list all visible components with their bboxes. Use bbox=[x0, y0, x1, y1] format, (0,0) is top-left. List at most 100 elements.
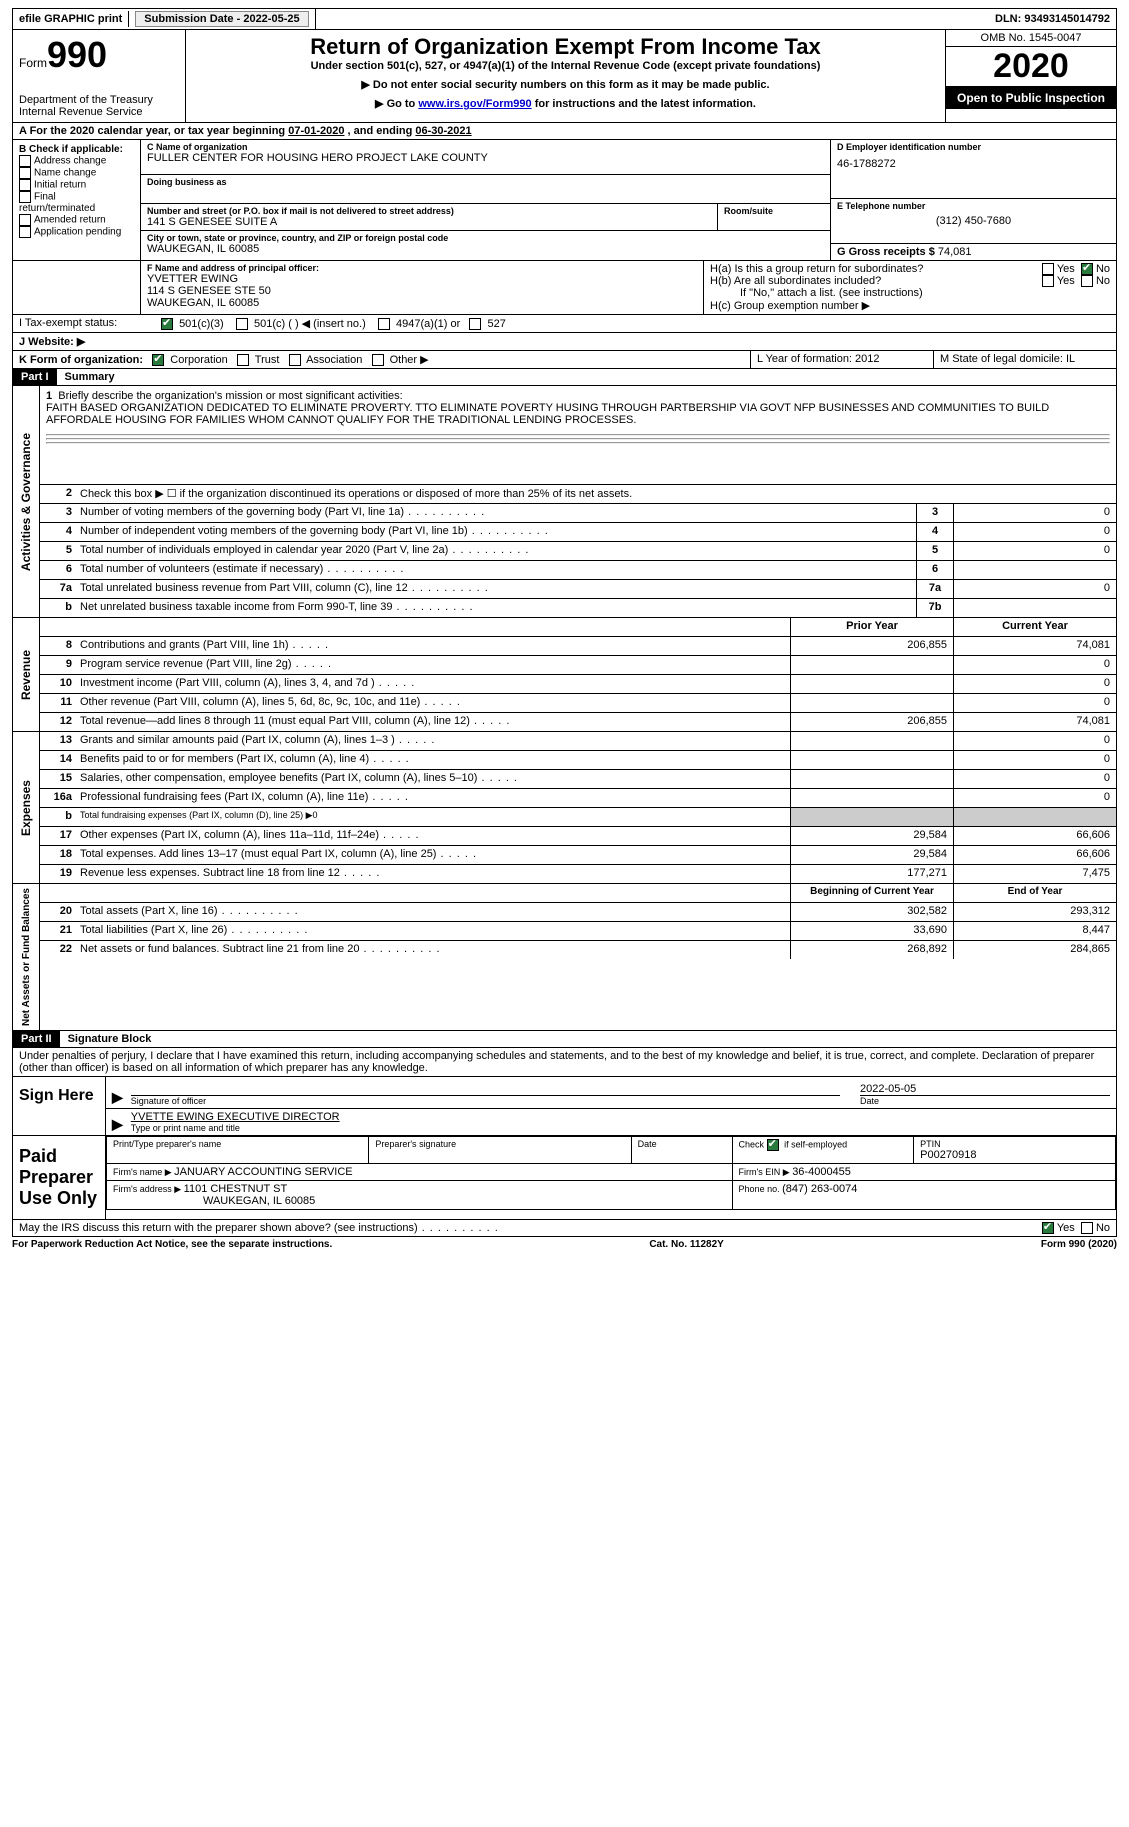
cb-501c3[interactable] bbox=[161, 318, 173, 330]
tax-year: 2020 bbox=[946, 47, 1116, 87]
gov-vlabel: Activities & Governance bbox=[13, 386, 40, 617]
exp-line-17: 17Other expenses (Part IX, column (A), l… bbox=[40, 827, 1116, 846]
firm-phone: (847) 263-0074 bbox=[782, 1183, 857, 1195]
exp-line-15: 15Salaries, other compensation, employee… bbox=[40, 770, 1116, 789]
state-domicile: M State of legal domicile: IL bbox=[934, 351, 1116, 368]
city-value: WAUKEGAN, IL 60085 bbox=[147, 243, 824, 255]
org-name-label: C Name of organization bbox=[147, 142, 824, 152]
cb-final-return[interactable]: Final return/terminated bbox=[19, 191, 134, 214]
cb-self-employed[interactable] bbox=[767, 1139, 779, 1151]
header-left: Form990 Department of the Treasury Inter… bbox=[13, 30, 186, 122]
gov-line-b: bNet unrelated business taxable income f… bbox=[40, 599, 1116, 617]
subtitle-2: ▶ Do not enter social security numbers o… bbox=[192, 78, 939, 91]
cb-4947[interactable] bbox=[378, 318, 390, 330]
firm-addr-label: Firm's address ▶ bbox=[113, 1184, 184, 1194]
rev-line-9: 9Program service revenue (Part VIII, lin… bbox=[40, 656, 1116, 675]
officer-addr1: 114 S GENESEE STE 50 bbox=[147, 285, 697, 297]
gov-line-4: 4Number of independent voting members of… bbox=[40, 523, 1116, 542]
sig-name-row: ▶ YVETTE EWING EXECUTIVE DIRECTOR Type o… bbox=[106, 1109, 1116, 1135]
gross-value: 74,081 bbox=[938, 246, 972, 258]
firm-ein-label: Firm's EIN ▶ bbox=[739, 1167, 793, 1177]
rev-header-row: Prior Year Current Year bbox=[40, 618, 1116, 637]
ha-row: H(a) Is this a group return for subordin… bbox=[710, 263, 1110, 275]
line-2: 2Check this box ▶ ☐ if the organization … bbox=[40, 485, 1116, 504]
submission-cell: Submission Date - 2022-05-25 bbox=[129, 9, 315, 29]
firm-addr: 1101 CHESTNUT ST bbox=[184, 1183, 288, 1195]
cb-527[interactable] bbox=[469, 318, 481, 330]
col-b-checkboxes: B Check if applicable: Address change Na… bbox=[13, 140, 141, 260]
cb-501c[interactable] bbox=[236, 318, 248, 330]
discuss-yes-checkbox[interactable] bbox=[1042, 1222, 1054, 1234]
ha-yes-checkbox[interactable] bbox=[1042, 263, 1054, 275]
hb-note: If "No," attach a list. (see instruction… bbox=[710, 287, 1110, 299]
org-name: FULLER CENTER FOR HOUSING HERO PROJECT L… bbox=[147, 152, 824, 164]
row-klm: K Form of organization: Corporation Trus… bbox=[12, 351, 1117, 369]
section-bcd: B Check if applicable: Address change Na… bbox=[12, 140, 1117, 261]
city-box: City or town, state or province, country… bbox=[141, 231, 830, 257]
firm-addr2: WAUKEGAN, IL 60085 bbox=[203, 1195, 315, 1207]
cb-amended-return[interactable]: Amended return bbox=[19, 214, 134, 226]
footer-left: For Paperwork Reduction Act Notice, see … bbox=[12, 1239, 332, 1250]
part2-title: Signature Block bbox=[60, 1031, 160, 1047]
col-b-header: B Check if applicable: bbox=[19, 144, 134, 155]
paid-preparer-block: Paid Preparer Use Only Print/Type prepar… bbox=[12, 1136, 1117, 1220]
gross-label: G Gross receipts $ bbox=[837, 246, 938, 258]
hb-label: H(b) Are all subordinates included? bbox=[710, 275, 1042, 287]
city-label: City or town, state or province, country… bbox=[147, 233, 824, 243]
rev-line-10: 10Investment income (Part VIII, column (… bbox=[40, 675, 1116, 694]
preparer-name-header: Print/Type preparer's name bbox=[113, 1139, 362, 1149]
preparer-date-header: Date bbox=[638, 1139, 726, 1149]
firm-phone-label: Phone no. bbox=[739, 1184, 783, 1194]
form-title: Return of Organization Exempt From Incom… bbox=[192, 34, 939, 60]
submission-date-button[interactable]: Submission Date - 2022-05-25 bbox=[135, 11, 308, 27]
cb-other[interactable] bbox=[372, 354, 384, 366]
preparer-sig-header: Preparer's signature bbox=[375, 1139, 624, 1149]
mission-block: 1 Briefly describe the organization's mi… bbox=[40, 386, 1116, 485]
omb-number: OMB No. 1545-0047 bbox=[946, 30, 1116, 47]
cb-initial-return[interactable]: Initial return bbox=[19, 179, 134, 191]
rev-line-12: 12Total revenue—add lines 8 through 11 (… bbox=[40, 713, 1116, 731]
addr-label: Number and street (or P.O. box if mail i… bbox=[147, 206, 711, 216]
ha-no-checkbox[interactable] bbox=[1081, 263, 1093, 275]
hb-yes-checkbox[interactable] bbox=[1042, 275, 1054, 287]
irs-link[interactable]: www.irs.gov/Form990 bbox=[418, 98, 531, 110]
end-year-header: End of Year bbox=[953, 884, 1116, 902]
mission-text: FAITH BASED ORGANIZATION DEDICATED TO EL… bbox=[46, 402, 1049, 426]
sig-date-value: 2022-05-05 bbox=[860, 1083, 1110, 1095]
phone-value: (312) 450-7680 bbox=[837, 215, 1110, 227]
rev-line-11: 11Other revenue (Part VIII, column (A), … bbox=[40, 694, 1116, 713]
cb-corporation[interactable] bbox=[152, 354, 164, 366]
website-label: J Website: ▶ bbox=[19, 336, 85, 348]
address-row: Number and street (or P.O. box if mail i… bbox=[141, 204, 830, 231]
officer-print-name: YVETTE EWING EXECUTIVE DIRECTOR bbox=[131, 1111, 1110, 1123]
cb-address-change[interactable]: Address change bbox=[19, 155, 134, 167]
hb-no-checkbox[interactable] bbox=[1081, 275, 1093, 287]
exp-line-13: 13Grants and similar amounts paid (Part … bbox=[40, 732, 1116, 751]
subtitle-3: ▶ Go to www.irs.gov/Form990 for instruct… bbox=[192, 97, 939, 110]
cb-association[interactable] bbox=[289, 354, 301, 366]
sign-block: Sign Here ▶ Signature of officer 2022-05… bbox=[12, 1077, 1117, 1136]
sig-officer-row: ▶ Signature of officer 2022-05-05 Date bbox=[106, 1077, 1116, 1109]
part1-tag: Part I bbox=[13, 369, 57, 385]
exp-line-16a: 16aProfessional fundraising fees (Part I… bbox=[40, 789, 1116, 808]
cb-application-pending[interactable]: Application pending bbox=[19, 226, 134, 238]
paid-table: Print/Type preparer's name Preparer's si… bbox=[106, 1136, 1116, 1210]
line-2-desc: Check this box ▶ ☐ if the organization d… bbox=[76, 485, 1116, 503]
discuss-no-checkbox[interactable] bbox=[1081, 1222, 1093, 1234]
ein-label: D Employer identification number bbox=[837, 142, 1110, 152]
net-header-row: Beginning of Current Year End of Year bbox=[40, 884, 1116, 903]
ptin-value: P00270918 bbox=[920, 1149, 1109, 1161]
dba-label: Doing business as bbox=[141, 174, 830, 201]
gross-box: G Gross receipts $ 74,081 bbox=[831, 244, 1116, 260]
current-year-header: Current Year bbox=[953, 618, 1116, 636]
discuss-row: May the IRS discuss this return with the… bbox=[12, 1220, 1117, 1237]
form-header: Form990 Department of the Treasury Inter… bbox=[12, 30, 1117, 123]
net-vlabel: Net Assets or Fund Balances bbox=[13, 884, 40, 1030]
open-inspection-badge: Open to Public Inspection bbox=[946, 87, 1116, 109]
cb-trust[interactable] bbox=[237, 354, 249, 366]
cb-name-change[interactable]: Name change bbox=[19, 167, 134, 179]
print-name-label: Type or print name and title bbox=[131, 1123, 1110, 1133]
officer-addr2: WAUKEGAN, IL 60085 bbox=[147, 297, 697, 309]
dln-cell: DLN: 93493145014792 bbox=[989, 11, 1116, 27]
discuss-label: May the IRS discuss this return with the… bbox=[19, 1222, 1042, 1234]
